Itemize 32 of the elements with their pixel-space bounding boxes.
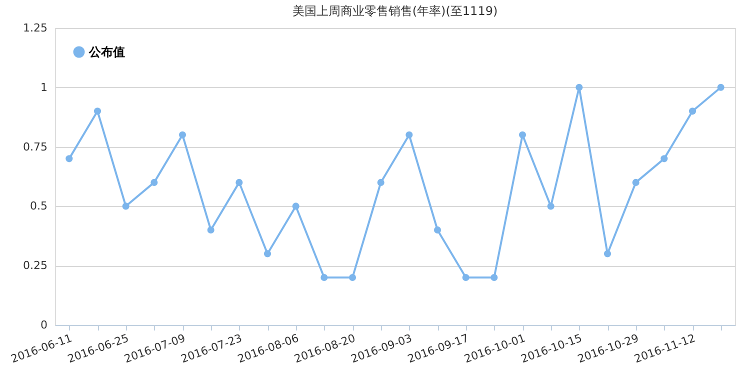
point [604,250,612,258]
point [178,131,186,138]
y-tick-label: 0.75 [23,140,48,154]
point [660,155,668,162]
point [207,226,214,234]
point [94,108,102,115]
y-tick-label: 1 [40,80,48,94]
point [576,84,583,91]
point [406,131,413,138]
point [632,178,640,186]
point [547,202,554,210]
point [122,202,130,210]
chart-title: 美国上周商业零售销售(年率)(至1119) [292,4,498,18]
legend-label: 公布值 [88,45,125,59]
point [264,250,272,258]
y-tick-label: 0 [40,318,48,332]
point [490,274,498,282]
y-tick-label: 1.25 [23,22,48,34]
point [292,202,300,210]
point [377,178,384,186]
point [717,84,724,91]
point [236,178,243,186]
point [434,226,442,234]
y-tick-label: 0.25 [23,259,48,272]
point [518,131,526,138]
point [348,274,356,282]
point [320,274,328,282]
point [150,178,158,186]
point [462,274,470,282]
y-tick-label: 0.5 [30,200,48,213]
point [66,155,73,162]
point [688,108,696,115]
